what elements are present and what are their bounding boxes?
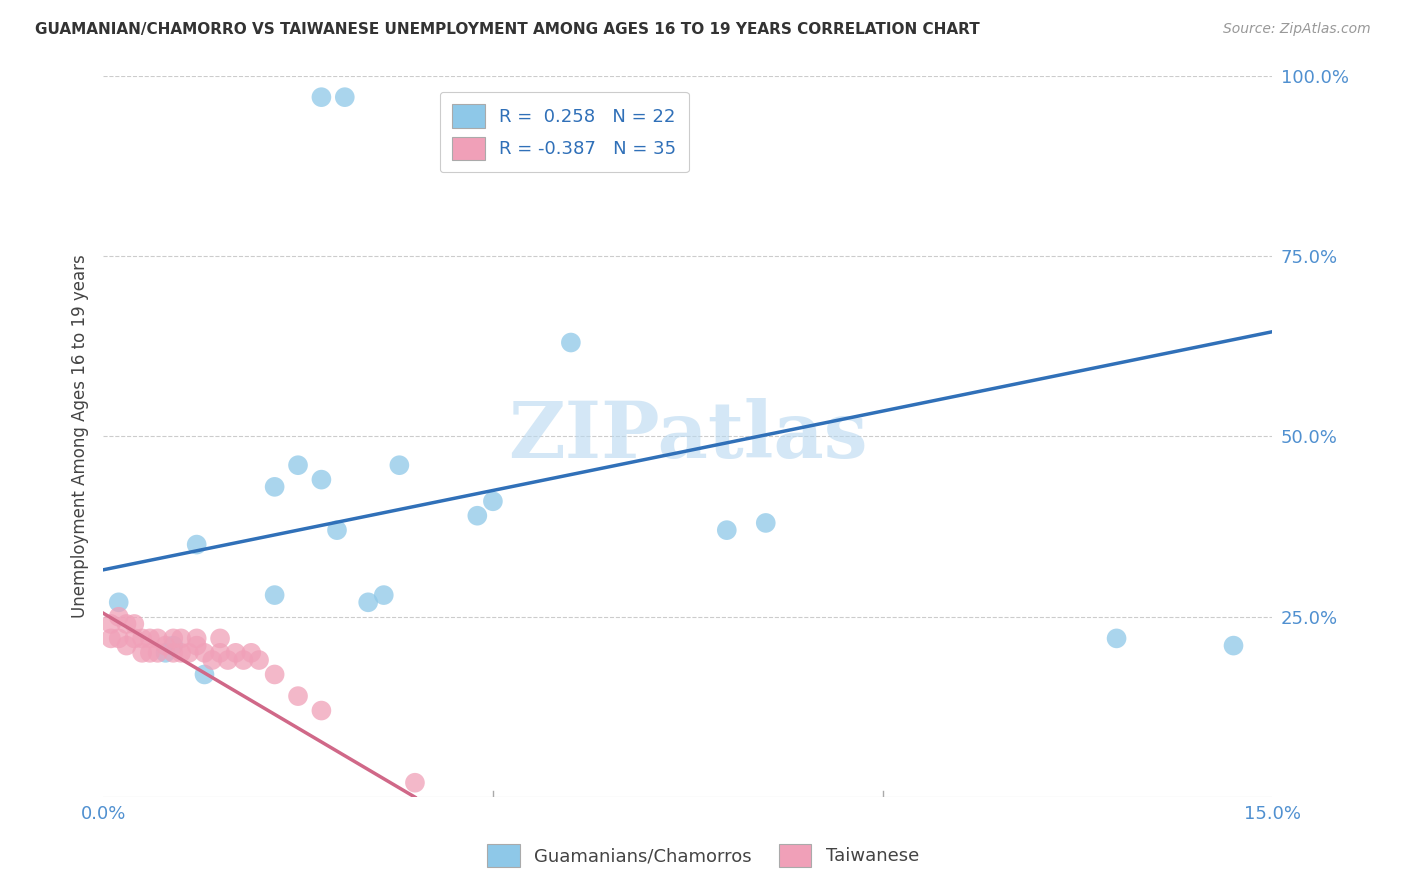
Point [100, 617, 122, 632]
Point [139, 646, 162, 660]
Point [311, 473, 333, 487]
Point [404, 775, 426, 789]
Point [311, 704, 333, 718]
Point [170, 632, 193, 646]
Point [217, 653, 239, 667]
Text: ZIPatlas: ZIPatlas [508, 399, 868, 475]
Point [326, 523, 349, 537]
Point [193, 646, 215, 660]
Point [1222, 639, 1244, 653]
Point [100, 632, 122, 646]
Point [139, 632, 162, 646]
Point [287, 689, 309, 703]
Point [333, 90, 356, 104]
Point [263, 588, 285, 602]
Point [716, 523, 738, 537]
Point [193, 667, 215, 681]
Point [107, 632, 129, 646]
Point [124, 617, 146, 632]
Point [177, 646, 200, 660]
Point [560, 335, 582, 350]
Point [186, 538, 208, 552]
Point [240, 646, 263, 660]
Text: Source: ZipAtlas.com: Source: ZipAtlas.com [1223, 22, 1371, 37]
Text: GUAMANIAN/CHAMORRO VS TAIWANESE UNEMPLOYMENT AMONG AGES 16 TO 19 YEARS CORRELATI: GUAMANIAN/CHAMORRO VS TAIWANESE UNEMPLOY… [35, 22, 980, 37]
Point [209, 632, 232, 646]
Legend: R =  0.258   N = 22, R = -0.387   N = 35: R = 0.258 N = 22, R = -0.387 N = 35 [440, 92, 689, 172]
Point [162, 639, 184, 653]
Point [170, 646, 193, 660]
Point [482, 494, 505, 508]
Point [232, 653, 254, 667]
Point [155, 639, 177, 653]
Point [247, 653, 270, 667]
Point [107, 595, 129, 609]
Point [388, 458, 411, 473]
Point [755, 516, 778, 530]
Point [201, 653, 224, 667]
Point [373, 588, 395, 602]
Point [263, 667, 285, 681]
Point [225, 646, 247, 660]
Point [311, 90, 333, 104]
Point [186, 632, 208, 646]
Y-axis label: Unemployment Among Ages 16 to 19 years: Unemployment Among Ages 16 to 19 years [72, 254, 89, 618]
Point [115, 639, 138, 653]
Point [162, 632, 184, 646]
Point [465, 508, 488, 523]
Point [1105, 632, 1128, 646]
Point [155, 646, 177, 660]
Legend: Guamanians/Chamorros, Taiwanese: Guamanians/Chamorros, Taiwanese [479, 837, 927, 874]
Point [287, 458, 309, 473]
Point [162, 646, 184, 660]
Point [131, 632, 153, 646]
Point [357, 595, 380, 609]
Point [263, 480, 285, 494]
Point [131, 646, 153, 660]
Point [209, 646, 232, 660]
Point [186, 639, 208, 653]
Point [146, 646, 169, 660]
Point [124, 632, 146, 646]
Point [146, 632, 169, 646]
Point [115, 617, 138, 632]
Point [107, 609, 129, 624]
